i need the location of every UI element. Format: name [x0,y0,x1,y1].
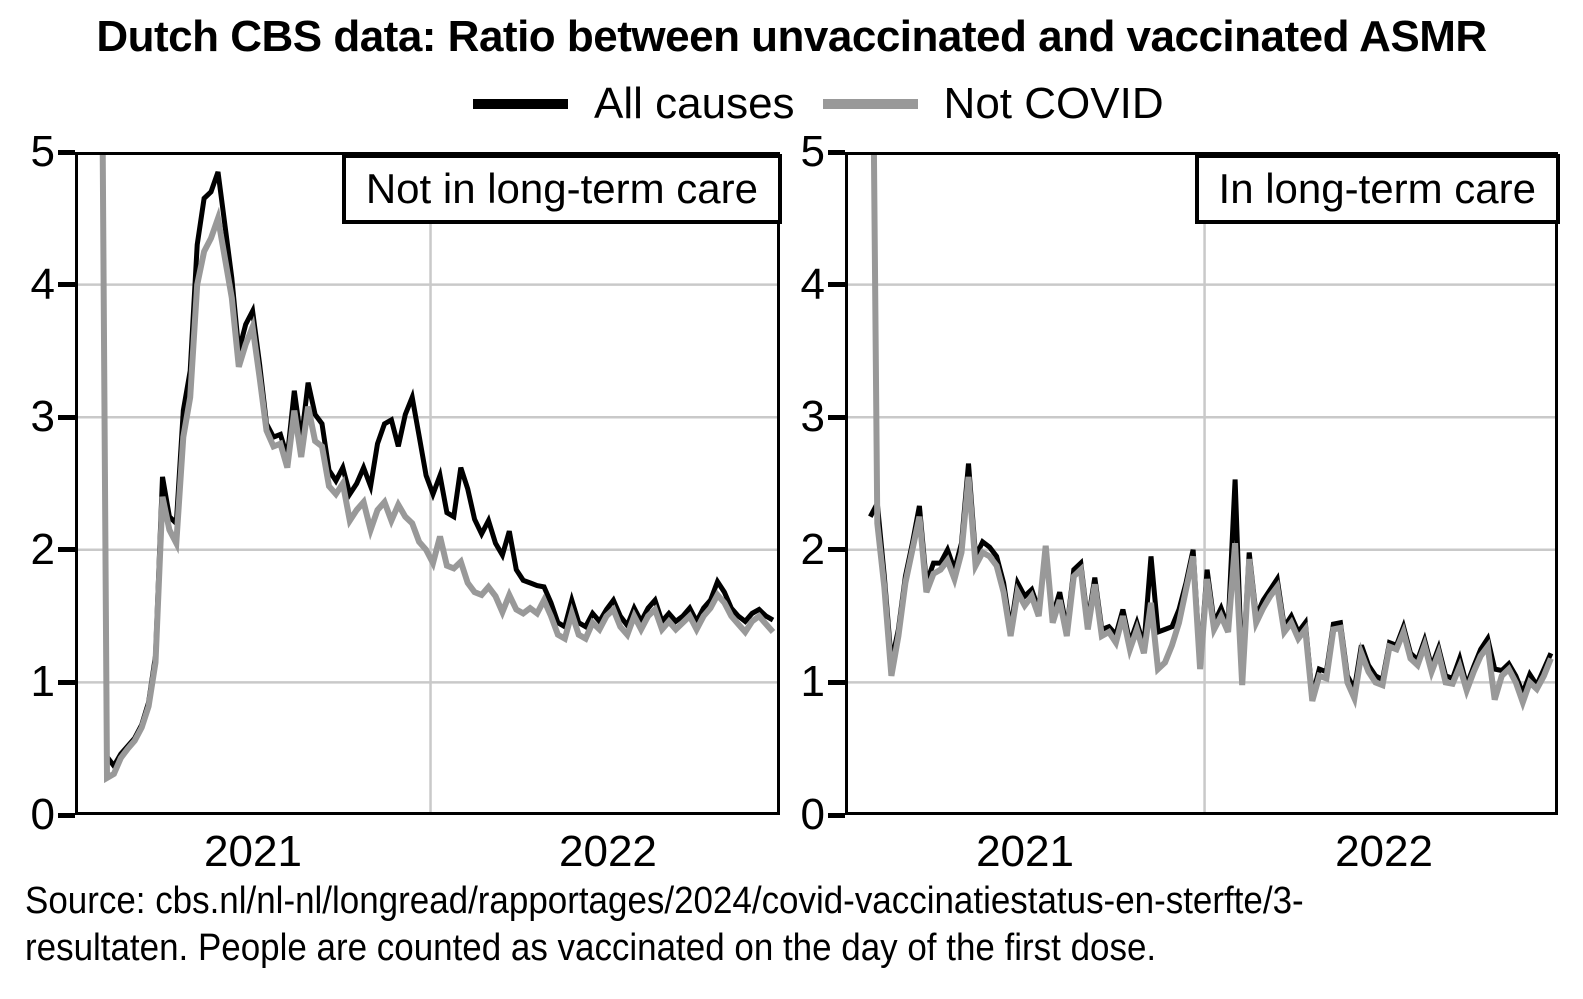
y-tick-label: 4 [30,259,55,309]
y-tick-label: 5 [30,127,55,176]
panel-label-box-not-in-long-term-care: Not in long-term care [341,154,782,224]
x-tick-label: 2021 [204,827,302,876]
y-tick-label: 0 [800,790,825,839]
panel-frame [75,152,780,815]
y-tick [58,547,75,553]
panel-frame [845,152,1558,815]
y-tick-label: 3 [800,392,825,442]
y-tick-label: 2 [30,524,55,574]
y-tick-label: 2 [800,524,825,574]
x-tick-label: 2022 [1335,827,1433,876]
legend-label-all-causes: All causes [594,79,795,128]
source-note: Source: cbs.nl/nl-nl/longread/rapportage… [25,878,1304,972]
x-tick-label: 2021 [976,827,1074,876]
y-tick [58,282,75,288]
y-tick [58,679,75,685]
y-tick-label: 1 [30,657,55,707]
y-tick [58,812,75,818]
x-tick-label: 2022 [559,827,657,876]
legend: All causes Not COVID [473,79,1164,128]
y-tick [828,414,845,420]
y-tick [828,679,845,685]
y-tick [828,149,845,155]
y-tick-label: 1 [800,657,825,707]
y-tick-label: 5 [800,127,825,176]
y-tick [828,547,845,553]
panel-label-box-in-long-term-care: In long-term care [1194,154,1560,224]
source-line-2: resultaten. People are counted as vaccin… [25,927,1157,969]
y-tick-label: 0 [30,790,55,839]
series-line-all-causes [100,152,775,771]
chart-title: Dutch CBS data: Ratio between unvaccinat… [96,12,1487,61]
series-line-not-covid [870,152,1554,712]
legend-label-not-covid: Not COVID [943,79,1164,128]
y-tick [58,414,75,420]
panel-plot-in-long-term-care [845,152,1558,815]
y-tick-label: 3 [30,392,55,442]
y-tick [828,812,845,818]
panel-plot-not-in-long-term-care [75,152,780,815]
series-line-not-covid [99,152,776,784]
source-line-1: Source: cbs.nl/nl-nl/longread/rapportage… [25,880,1304,922]
y-tick-label: 4 [800,259,825,309]
y-tick [58,149,75,155]
legend-swatch-all-causes [473,99,568,109]
legend-swatch-not-covid [822,99,918,109]
y-tick [828,282,845,288]
